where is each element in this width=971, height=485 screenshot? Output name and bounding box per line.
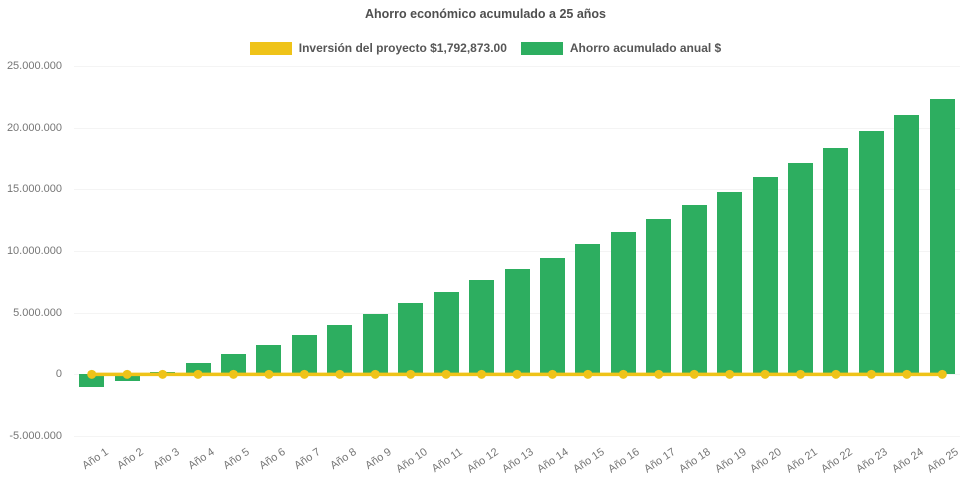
line-marker-ano-5[interactable] bbox=[228, 369, 238, 379]
x-tick-label-ano-1: Año 1 bbox=[79, 446, 111, 473]
bar-ano-22[interactable] bbox=[823, 148, 849, 375]
line-marker-ano-2[interactable] bbox=[122, 369, 132, 379]
line-marker-ano-24[interactable] bbox=[902, 369, 912, 379]
line-marker-ano-4[interactable] bbox=[193, 369, 203, 379]
ahorro-swatch bbox=[520, 41, 563, 55]
line-marker-ano-18[interactable] bbox=[689, 369, 699, 379]
line-marker-ano-21[interactable] bbox=[796, 369, 806, 379]
inversion-label: Inversión del proyecto $1,792,873.00 bbox=[298, 41, 507, 55]
y-tick-label: -5.000.000 bbox=[9, 430, 62, 442]
legend-item-ahorro[interactable]: Ahorro acumulado anual $ bbox=[520, 41, 722, 55]
bar-ano-6[interactable] bbox=[256, 344, 282, 375]
line-marker-ano-23[interactable] bbox=[866, 369, 876, 379]
bar-ano-23[interactable] bbox=[858, 131, 884, 375]
x-tick-label-ano-13: Año 13 bbox=[500, 446, 536, 476]
line-marker-ano-20[interactable] bbox=[760, 369, 770, 379]
gridline bbox=[74, 127, 960, 129]
x-tick-label-ano-18: Año 18 bbox=[677, 446, 713, 476]
bar-ano-13[interactable] bbox=[504, 269, 530, 375]
x-tick-label-ano-24: Año 24 bbox=[889, 446, 926, 476]
bar-ano-21[interactable] bbox=[788, 163, 814, 375]
bar-ano-19[interactable] bbox=[717, 191, 743, 375]
y-tick-label: 20.000.000 bbox=[6, 121, 62, 134]
line-marker-ano-12[interactable] bbox=[477, 369, 487, 379]
x-tick-label-ano-14: Año 14 bbox=[535, 446, 572, 476]
x-tick-label-ano-20: Año 20 bbox=[748, 446, 784, 476]
line-marker-ano-16[interactable] bbox=[618, 369, 628, 379]
line-marker-ano-3[interactable] bbox=[158, 369, 168, 379]
bar-ano-8[interactable] bbox=[327, 324, 353, 375]
bar-ano-9[interactable] bbox=[362, 313, 388, 375]
line-marker-ano-11[interactable] bbox=[441, 369, 451, 379]
gridline bbox=[74, 65, 960, 67]
bar-ano-12[interactable] bbox=[469, 279, 495, 375]
bar-ano-11[interactable] bbox=[433, 291, 459, 375]
bar-ano-15[interactable] bbox=[575, 244, 601, 375]
x-tick-label-ano-5: Año 5 bbox=[221, 446, 253, 473]
legend-item-inversion[interactable]: Inversión del proyecto $1,792,873.00 bbox=[249, 41, 507, 55]
x-tick-label-ano-4: Año 4 bbox=[186, 446, 217, 473]
x-tick-label-ano-2: Año 2 bbox=[115, 446, 146, 473]
line-marker-ano-14[interactable] bbox=[547, 369, 557, 379]
inversion-swatch bbox=[249, 41, 292, 55]
x-tick-label-ano-11: Año 11 bbox=[429, 446, 465, 475]
line-marker-ano-15[interactable] bbox=[583, 369, 593, 379]
x-tick-label-ano-3: Año 3 bbox=[150, 446, 182, 473]
line-marker-ano-10[interactable] bbox=[406, 369, 416, 379]
bar-ano-7[interactable] bbox=[291, 334, 317, 375]
bar-ano-5[interactable] bbox=[220, 353, 246, 375]
line-marker-ano-19[interactable] bbox=[725, 369, 735, 379]
x-tick-label-ano-6: Año 6 bbox=[257, 446, 288, 473]
ahorro-label: Ahorro acumulado anual $ bbox=[569, 41, 722, 55]
x-tick-label-ano-12: Año 12 bbox=[464, 446, 501, 476]
x-tick-label-ano-17: Año 17 bbox=[641, 446, 678, 476]
x-tick-label-ano-8: Año 8 bbox=[327, 446, 359, 473]
bar-ano-17[interactable] bbox=[646, 218, 672, 375]
x-tick-label-ano-23: Año 23 bbox=[854, 446, 891, 476]
bar-ano-24[interactable] bbox=[894, 115, 920, 375]
bar-ano-10[interactable] bbox=[398, 303, 424, 375]
line-marker-ano-22[interactable] bbox=[831, 369, 841, 379]
line-marker-ano-1[interactable] bbox=[87, 369, 97, 379]
gridline bbox=[74, 189, 960, 191]
x-tick-label-ano-10: Año 10 bbox=[393, 446, 430, 476]
line-marker-ano-7[interactable] bbox=[299, 369, 309, 379]
bar-ano-25[interactable] bbox=[929, 98, 955, 375]
x-tick-label-ano-21: Año 21 bbox=[783, 446, 820, 476]
bar-ano-4[interactable] bbox=[185, 362, 211, 375]
line-marker-ano-17[interactable] bbox=[654, 369, 664, 379]
x-tick-label-ano-22: Año 22 bbox=[819, 446, 855, 476]
bar-ano-16[interactable] bbox=[610, 232, 636, 375]
x-tick-label-ano-9: Año 9 bbox=[363, 446, 394, 473]
x-tick-label-ano-16: Año 16 bbox=[606, 446, 643, 476]
line-marker-ano-25[interactable] bbox=[937, 369, 947, 379]
bar-ano-14[interactable] bbox=[539, 257, 565, 375]
line-marker-ano-6[interactable] bbox=[264, 369, 274, 379]
x-tick-label-ano-15: Año 15 bbox=[570, 446, 607, 476]
bar-ano-18[interactable] bbox=[681, 205, 707, 375]
x-tick-label-ano-19: Año 19 bbox=[712, 446, 749, 476]
gridline bbox=[74, 250, 960, 252]
line-marker-ano-8[interactable] bbox=[335, 369, 345, 379]
bar-ano-1[interactable] bbox=[79, 374, 105, 388]
legend: Inversión del proyecto $1,792,873.00 Aho… bbox=[0, 41, 971, 55]
y-tick-label: 0 bbox=[55, 368, 62, 381]
y-tick-label: 10.000.000 bbox=[6, 244, 62, 257]
y-tick-label: 5.000.000 bbox=[13, 306, 62, 319]
bar-ano-20[interactable] bbox=[752, 176, 778, 375]
line-marker-ano-13[interactable] bbox=[512, 369, 522, 379]
y-tick-label: 15.000.000 bbox=[6, 183, 62, 196]
x-tick-label-ano-25: Año 25 bbox=[925, 446, 961, 476]
x-tick-label-ano-7: Año 7 bbox=[292, 446, 324, 473]
line-marker-ano-9[interactable] bbox=[370, 369, 380, 379]
chart-title: Ahorro económico acumulado a 25 años bbox=[364, 7, 607, 21]
y-tick-label: 25.000.000 bbox=[6, 59, 62, 72]
gridline bbox=[74, 436, 960, 437]
